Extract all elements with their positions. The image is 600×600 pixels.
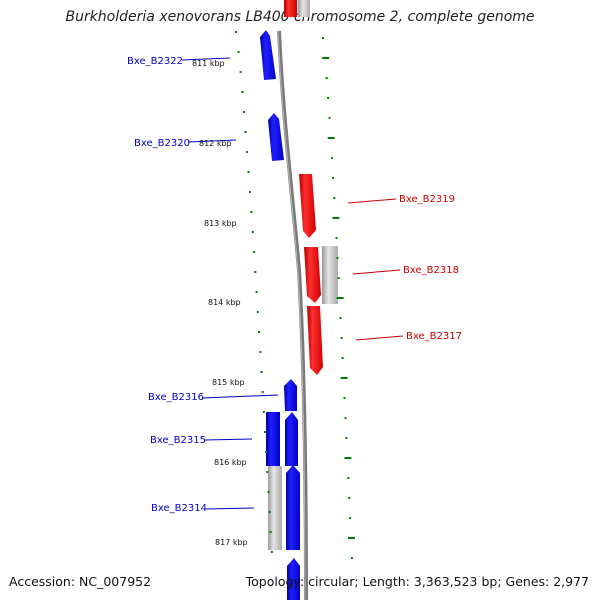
scale-tick	[327, 137, 335, 139]
gene-label-bxe-b2317[interactable]: Bxe_B2317	[406, 331, 462, 342]
scale-tick	[265, 451, 268, 453]
gene-arrow-bxe-b2319[interactable]	[299, 174, 316, 238]
scale-tick	[248, 191, 251, 193]
inner-scale-track	[235, 31, 273, 553]
scale-tick	[332, 217, 340, 219]
scale-tick	[345, 437, 348, 439]
scale-tick	[322, 37, 324, 39]
gene-label-bxe-b2314[interactable]: Bxe_B2314	[151, 503, 207, 514]
scale-tick	[347, 477, 350, 479]
gene-arrow-partial-bottom	[287, 558, 300, 600]
scale-tick	[349, 517, 352, 519]
scale-tick	[348, 537, 355, 539]
pseudo-gene-bxe-b2318[interactable]	[322, 246, 338, 304]
scale-tick	[340, 377, 348, 379]
leader-lines	[181, 57, 404, 510]
gene-label-bxe-b2319[interactable]: Bxe_B2319	[399, 194, 455, 205]
scale-tick	[340, 337, 343, 339]
scale-tick	[327, 97, 330, 99]
scale-tick	[259, 351, 262, 353]
scale-tick	[268, 511, 271, 513]
gene-label-bxe-b2322[interactable]: Bxe_B2322	[127, 56, 183, 67]
scale-label: 811 kbp	[192, 59, 225, 68]
gene-label-bxe-b2316[interactable]: Bxe_B2316	[148, 392, 204, 403]
scale-tick	[255, 291, 258, 293]
scale-tick	[336, 297, 344, 299]
scale-tick	[344, 417, 347, 419]
scale-tick	[339, 317, 342, 319]
scale-label: 813 kbp	[204, 219, 237, 228]
scale-tick	[264, 431, 266, 433]
gene-partial-top	[284, 0, 297, 17]
pseudo-gene-partial-top	[298, 0, 310, 17]
gene-label-bxe-b2315[interactable]: Bxe_B2315	[150, 435, 206, 446]
scale-tick	[350, 557, 353, 559]
scale-tick	[262, 411, 265, 413]
scale-tick	[256, 311, 259, 313]
scale-label: 812 kbp	[199, 139, 232, 148]
scale-tick	[269, 531, 272, 533]
gene-arrow-bxe-b2320[interactable]	[268, 113, 284, 161]
scale-tick	[258, 331, 260, 333]
scale-tick	[337, 277, 340, 279]
scale-tick	[260, 371, 263, 373]
scale-tick	[267, 491, 270, 493]
scale-label: 815 kbp	[212, 378, 245, 387]
gene-arrow-bxe-b2322[interactable]	[260, 30, 276, 80]
scale-tick	[243, 111, 245, 113]
scale-tick	[332, 177, 335, 179]
scale-tick	[343, 397, 346, 399]
scale-tick	[322, 57, 330, 59]
chromosome-backbone	[277, 30, 308, 600]
gene-arrow-bxe-b2317[interactable]	[307, 306, 323, 375]
scale-tick	[348, 497, 351, 499]
gene-arrow-bxe-b2318[interactable]	[304, 247, 321, 303]
scale-tick	[244, 131, 247, 133]
scale-tick	[336, 257, 339, 259]
scale-tick	[325, 77, 328, 79]
gene-label-bxe-b2318[interactable]: Bxe_B2318	[403, 265, 459, 276]
scale-tick	[239, 71, 242, 73]
scale-tick	[237, 51, 240, 53]
scale-label: 817 kbp	[215, 538, 248, 547]
gene-label-bxe-b2320[interactable]: Bxe_B2320	[134, 138, 190, 149]
pseudo-gene-bxe-b2314[interactable]	[268, 466, 282, 550]
scale-tick	[235, 31, 237, 33]
gene-arrow-bxe-b2314[interactable]	[286, 465, 300, 550]
gene-arrow-bxe-b2316[interactable]	[284, 379, 297, 411]
scale-tick	[328, 117, 331, 119]
scale-tick	[266, 471, 269, 473]
scale-tick	[344, 457, 352, 459]
scale-tick	[254, 271, 257, 273]
genome-summary-text: Topology: circular; Length: 3,363,523 bp…	[245, 574, 589, 589]
scale-tick	[333, 197, 336, 199]
scale-tick	[247, 171, 250, 173]
scale-tick	[251, 231, 254, 233]
scale-tick	[270, 551, 273, 553]
gene-arrow-bxe-b2315b[interactable]	[285, 412, 298, 466]
scale-tick	[241, 91, 244, 93]
scale-label: 816 kbp	[214, 458, 247, 467]
scale-tick	[341, 357, 344, 359]
accession-text: Accession: NC_007952	[9, 574, 152, 589]
scale-tick	[261, 391, 264, 393]
gene-arrow-bxe-b2315[interactable]	[266, 412, 280, 466]
scale-tick	[250, 211, 253, 213]
scale-tick	[253, 251, 255, 253]
scale-tick	[330, 157, 333, 159]
scale-tick	[246, 151, 249, 153]
outer-scale-track	[322, 37, 355, 559]
scale-label: 814 kbp	[208, 298, 241, 307]
scale-tick	[335, 237, 338, 239]
